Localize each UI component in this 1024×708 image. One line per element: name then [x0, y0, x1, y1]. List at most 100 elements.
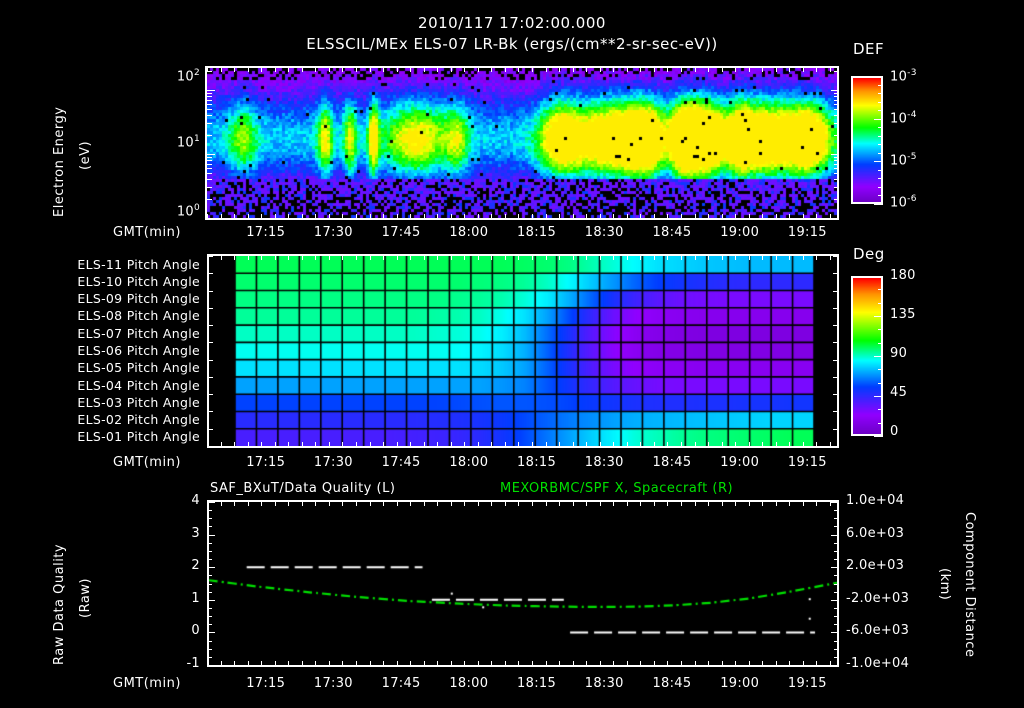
- panel2-xtick-minor-tick: [220, 256, 222, 260]
- panel2-ytick: [833, 325, 839, 327]
- panel3-ytick-left-label: 0: [191, 623, 200, 639]
- pitch-row-label: ELS-07 Pitch Angle: [77, 325, 200, 341]
- panel3-xtick-label: 18:45: [652, 676, 692, 691]
- colorbar-tick: [878, 329, 883, 331]
- panel1-xtick-minor-tick: [748, 214, 750, 218]
- panel3-title-left: SAF_BXuT/Data Quality (L): [210, 481, 396, 496]
- panel3-xtick-minor-tick: [572, 502, 574, 506]
- panel2-xtick-minor-tick: [748, 442, 750, 446]
- panel1-ytick: [834, 109, 839, 111]
- line-plot-traces: [209, 502, 837, 665]
- panel1-xtick-minor-tick: [735, 68, 737, 72]
- panel1-xtick-minor-tick: [559, 214, 561, 218]
- panel2-xtick-minor-tick: [274, 442, 276, 446]
- panel2-xtick-label: 18:00: [449, 455, 489, 470]
- panel3-ytick: [207, 567, 215, 569]
- panel3-ytick: [834, 518, 839, 520]
- panel3-ytick-left-label: 2: [191, 558, 200, 574]
- panel1-xtick-minor-tick: [437, 68, 439, 72]
- panel2-xtick-minor-tick: [450, 256, 452, 260]
- panel3-xtick-label: 19:00: [720, 676, 760, 691]
- colorbar-tick: [878, 382, 883, 384]
- panel1-xtick-minor-tick: [504, 214, 506, 218]
- deg-label-45: 45: [890, 385, 908, 400]
- def-label-6: 10-6: [890, 194, 917, 211]
- panel3-ytick-right-label: 6.0e+03: [846, 525, 905, 541]
- panel2-xtick-label: 18:45: [652, 455, 692, 470]
- def-colorbar[interactable]: [851, 76, 883, 204]
- panel1-xtick-minor-tick: [504, 68, 506, 72]
- panel1-xtick-minor-tick: [802, 68, 804, 72]
- pitch-row-label: ELS-08 Pitch Angle: [77, 308, 200, 324]
- panel3-ytick: [831, 632, 839, 634]
- panel1-ytick: [831, 153, 839, 155]
- pitch-angle-panel[interactable]: [207, 254, 839, 448]
- panel2-xtick-minor-tick: [328, 256, 330, 260]
- panel2-xtick-minor-tick: [802, 256, 804, 260]
- panel3-ytick: [207, 648, 212, 650]
- panel2-ytick: [207, 290, 213, 292]
- panel1-xtick-minor-tick: [247, 68, 249, 72]
- panel3-ytick: [207, 502, 215, 503]
- panel3-ytick: [207, 542, 212, 544]
- panel2-xtick-minor-tick: [288, 442, 290, 446]
- panel1-ytick: [834, 160, 839, 162]
- panel2-xtick-minor-tick: [315, 256, 317, 260]
- panel1-ytick: [834, 92, 839, 94]
- panel2-xtick-minor-tick: [396, 442, 398, 446]
- panel2-ytick: [833, 273, 839, 275]
- panel2-xtick-minor-tick: [667, 256, 669, 260]
- panel1-xtick-minor-tick: [450, 68, 452, 72]
- panel3-xtick-minor-tick: [247, 502, 249, 506]
- panel2-xtick-minor-tick: [491, 256, 493, 260]
- panel3-xtick-minor-tick: [545, 502, 547, 506]
- panel1-xtick-minor-tick: [396, 214, 398, 218]
- panel3-xtick-minor-tick: [396, 661, 398, 665]
- panel1-xtick-minor-tick: [315, 68, 317, 72]
- panel3-ytick: [207, 599, 215, 601]
- deg-label-180: 180: [890, 268, 916, 283]
- line-plot-panel[interactable]: [207, 500, 839, 667]
- panel1-xtick-minor-tick: [437, 214, 439, 218]
- panel3-ytick: [207, 632, 215, 634]
- colorbar-tick: [878, 195, 883, 197]
- panel2-xtick-minor-tick: [504, 442, 506, 446]
- panel2-xtick-minor-tick: [342, 256, 344, 260]
- spectrogram-panel[interactable]: [205, 66, 839, 220]
- panel1-ytick: [207, 70, 212, 72]
- panel3-ytick: [834, 616, 839, 618]
- panel1-xtick-minor-tick: [450, 214, 452, 218]
- colorbar-tick: [874, 118, 883, 120]
- panel2-ytick: [833, 428, 839, 430]
- panel2-xtick-minor-tick: [383, 442, 385, 446]
- panel2-xtick-label: 18:30: [584, 455, 624, 470]
- panel1-xtick-minor-tick: [328, 68, 330, 72]
- panel2-xtick-minor-tick: [735, 256, 737, 260]
- page-subtitle: ELSSCIL/MEx ELS-07 LR-Bk (ergs/(cm**2-sr…: [306, 35, 718, 53]
- panel3-xtick-label: 19:15: [787, 676, 827, 691]
- panel1-xtick-minor-tick: [816, 214, 818, 218]
- colorbar-tick: [878, 178, 883, 180]
- panel1-xtick-minor-tick: [789, 68, 791, 72]
- panel3-xtick-minor-tick: [383, 502, 385, 506]
- panel1-xtick-minor-tick: [464, 214, 466, 218]
- panel3-xtick-minor-tick: [748, 661, 750, 665]
- panel3-xtick-minor-tick: [694, 661, 696, 665]
- panel2-xtick-minor-tick: [464, 256, 466, 260]
- panel1-ytick: [207, 92, 212, 94]
- panel1-xtick-minor-tick: [207, 68, 208, 72]
- panel3-xtick-minor-tick: [369, 502, 371, 506]
- panel2-ytick: [833, 446, 839, 447]
- panel3-ytick-left-label: 4: [191, 493, 200, 508]
- panel2-xtick-minor-tick: [423, 442, 425, 446]
- panel2-xtick-minor-tick: [355, 442, 357, 446]
- panel3-xtick-minor-tick: [261, 502, 263, 506]
- panel1-xtick-label: 19:15: [787, 225, 827, 240]
- panel3-ytick: [834, 591, 839, 593]
- panel1-xtick-minor-tick: [274, 214, 276, 218]
- panel2-xtick-minor-tick: [681, 256, 682, 260]
- panel2-xtick-minor-tick: [315, 442, 317, 446]
- panel1-xtick-minor-tick: [586, 214, 588, 218]
- panel3-xtick-minor-tick: [207, 661, 208, 665]
- panel3-xtick-minor-tick: [667, 502, 669, 506]
